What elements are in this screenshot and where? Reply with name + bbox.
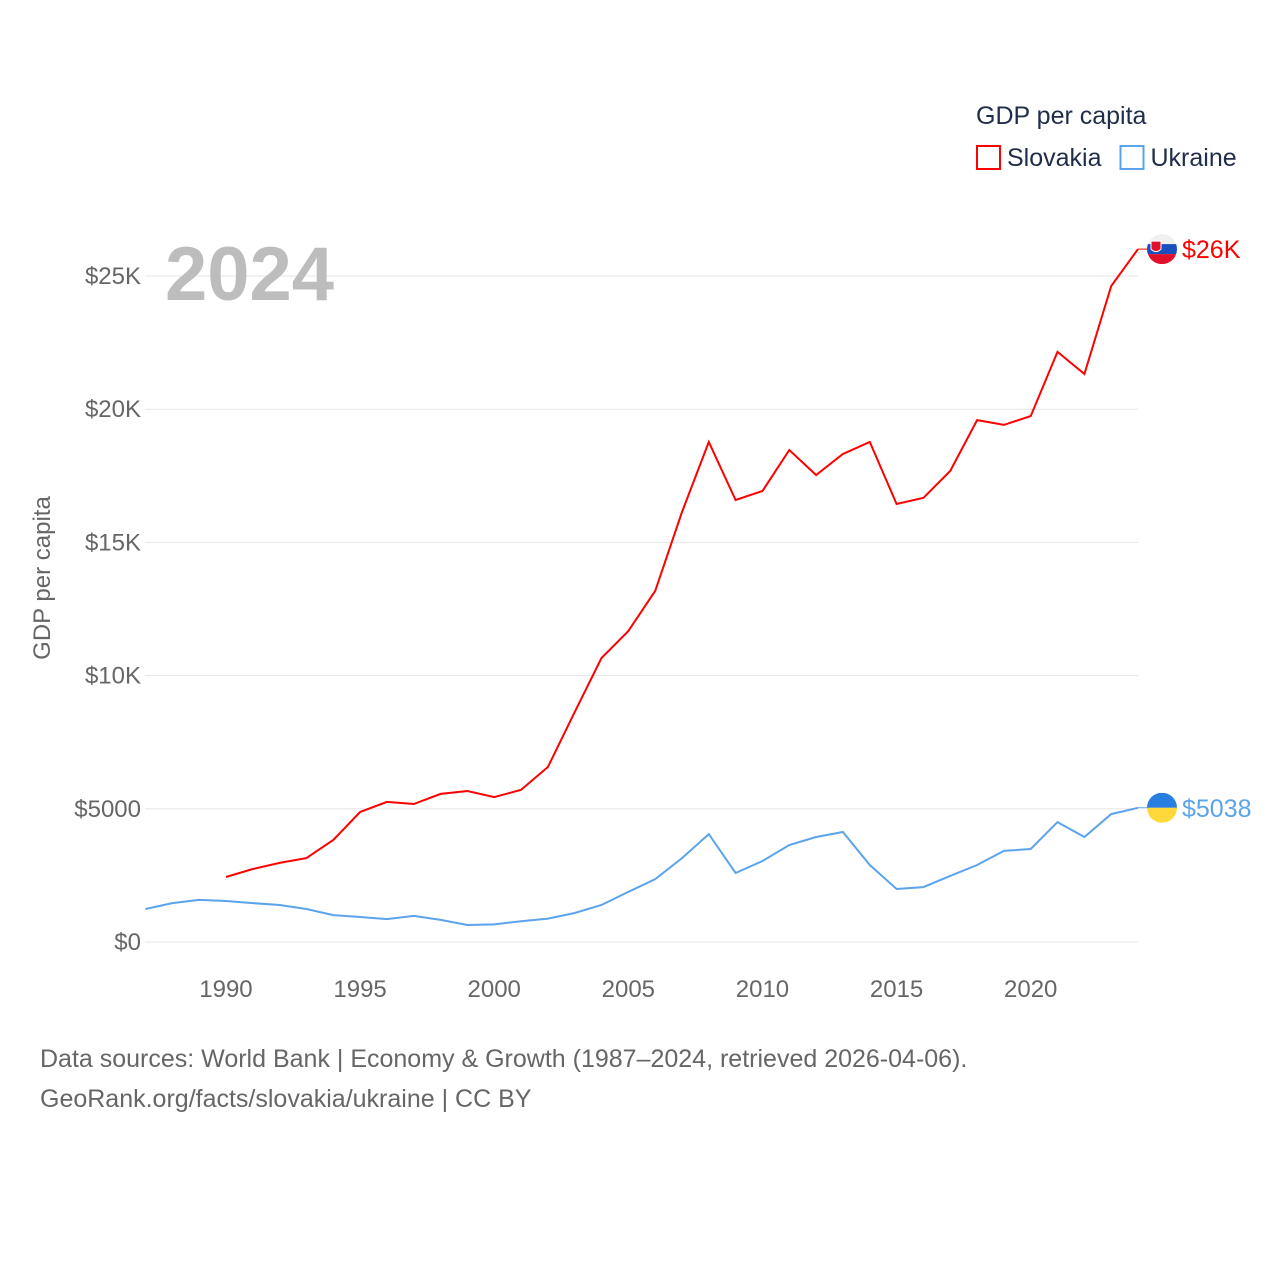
x-tick-label: 2015 xyxy=(870,976,923,1003)
y-tick-label: $5000 xyxy=(74,796,141,823)
ukraine-end-label: $5038 xyxy=(1182,795,1252,823)
x-tick-label: 1990 xyxy=(199,976,252,1003)
legend-swatch xyxy=(1119,145,1145,170)
y-axis-label: GDP per capita xyxy=(29,496,56,660)
series-line-slovakia xyxy=(225,248,1139,878)
x-tick-label: 2020 xyxy=(1004,976,1057,1003)
y-tick-label: $15K xyxy=(85,529,141,556)
x-tick-label: 2005 xyxy=(602,976,655,1003)
ukraine-flag-icon xyxy=(1147,792,1177,823)
legend-label: Ukraine xyxy=(1151,144,1237,172)
legend-label: Slovakia xyxy=(1007,144,1102,172)
footer-link[interactable]: GeoRank.org/facts/slovakia/ukraine | CC … xyxy=(40,1085,532,1113)
y-tick-label: $25K xyxy=(85,263,141,290)
legend-item-ukraine[interactable]: Ukraine xyxy=(1119,144,1237,172)
y-tick-label: $10K xyxy=(85,663,141,690)
legend-item-slovakia[interactable]: Slovakia xyxy=(976,144,1102,172)
x-tick-label: 2010 xyxy=(736,976,789,1003)
slovakia-end-label: $26K xyxy=(1182,236,1241,264)
legend-swatch xyxy=(976,145,1001,170)
year-watermark: 2024 xyxy=(165,232,334,317)
x-tick-label: 1995 xyxy=(333,976,386,1003)
legend-title: GDP per capita xyxy=(976,102,1147,130)
y-tick-label: $0 xyxy=(114,929,141,956)
slovakia-flag-icon xyxy=(1147,234,1177,265)
x-tick-label: 2000 xyxy=(468,976,521,1003)
y-tick-label: $20K xyxy=(85,396,141,423)
series-line-ukraine xyxy=(145,806,1139,927)
footer-sources: Data sources: World Bank | Economy & Gro… xyxy=(40,1045,968,1073)
